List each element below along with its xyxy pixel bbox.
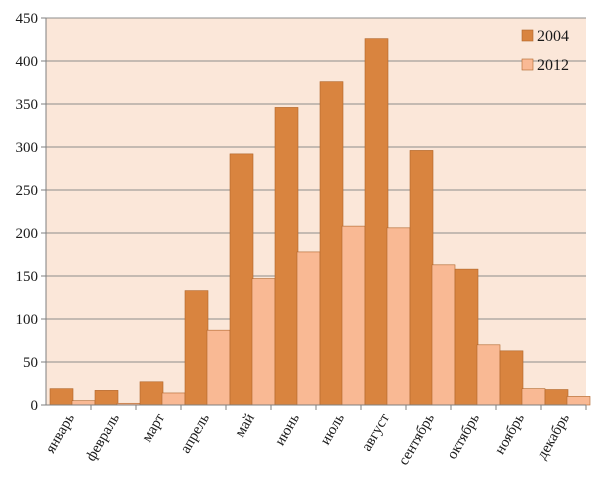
bar-2004-сентябрь — [409, 150, 434, 406]
x-tick-label: август — [359, 411, 393, 455]
y-tick-labels: 0 50 100 150 200 250 300 350 400 450 — [16, 11, 46, 414]
bar-2012-август — [386, 227, 411, 406]
x-tick-label: февраль — [83, 411, 123, 464]
x-tick-label: сентябрь — [396, 411, 438, 468]
legend-swatch-2004 — [521, 29, 534, 42]
bar-2004-май — [229, 153, 254, 406]
y-tick-label: 250 — [16, 183, 39, 199]
bar-2012-декабрь — [566, 396, 591, 406]
x-tick-label: март — [139, 411, 168, 445]
legend-swatch-2012 — [521, 58, 534, 71]
y-tick-label: 400 — [16, 54, 39, 70]
bar-2012-май — [251, 278, 276, 406]
bar-2012-июнь — [296, 251, 321, 406]
y-tick-label: 200 — [16, 226, 39, 242]
y-tick-label: 50 — [23, 355, 38, 371]
legend-label-2012: 2012 — [537, 57, 569, 74]
bar-2004-август — [364, 38, 389, 406]
bars — [49, 38, 591, 406]
bar-2012-июль — [341, 225, 366, 406]
bar-2004-октябрь — [454, 268, 479, 406]
bar-2012-ноябрь — [521, 388, 546, 406]
bar-2004-июнь — [274, 107, 299, 406]
bar-2004-февраль — [94, 390, 119, 406]
bar-2004-июль — [319, 81, 344, 406]
x-tick-label: июль — [318, 411, 349, 448]
x-tick-label: ноябрь — [492, 411, 528, 457]
bar-2012-март — [161, 392, 186, 406]
x-tick-label: апрель — [178, 411, 213, 456]
y-tick-label: 450 — [16, 11, 39, 27]
bar-2012-апрель — [206, 329, 231, 406]
bar-2012-январь — [71, 400, 96, 406]
bar-2004-январь — [49, 388, 74, 406]
bar-2012-сентябрь — [431, 264, 456, 406]
y-tick-label: 300 — [16, 140, 39, 156]
x-tick-label: октябрь — [444, 411, 483, 462]
bar-2004-декабрь — [544, 389, 569, 406]
x-tick-label: январь — [43, 411, 78, 456]
y-tick-label: 150 — [16, 269, 39, 285]
y-tick-label: 0 — [31, 398, 39, 414]
bar-2012-октябрь — [476, 344, 501, 406]
bar-2004-март — [139, 381, 164, 406]
bar-2004-апрель — [184, 290, 209, 406]
x-tick-label: май — [232, 411, 258, 440]
legend: 2004 2012 — [521, 28, 569, 74]
y-tick-label: 350 — [16, 97, 39, 113]
x-tick-label: декабрь — [534, 411, 573, 462]
legend-label-2004: 2004 — [537, 28, 569, 45]
x-tick-label: июнь — [272, 411, 303, 449]
bar-2004-ноябрь — [499, 350, 524, 406]
y-tick-label: 100 — [16, 312, 39, 328]
x-tick-labels: январь февраль март апрель май июнь июль август… — [43, 405, 587, 468]
